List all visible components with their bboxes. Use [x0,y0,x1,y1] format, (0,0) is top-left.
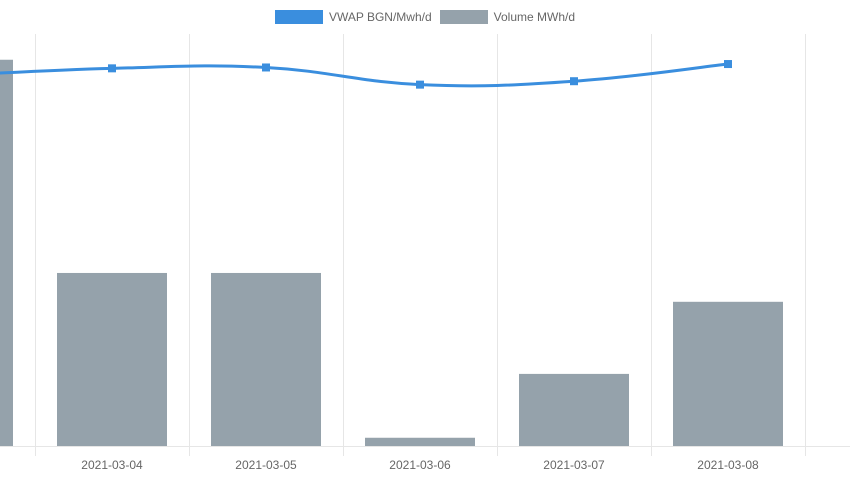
point-vwap-2021-03-08 [724,60,732,69]
bar-2021-03-08 [673,301,783,446]
point-vwap-2021-03-06 [416,80,424,89]
x-tick-label: 2021-03-07 [543,458,605,472]
bar-2021-03-03 [0,59,13,446]
legend-swatch-vwap [274,10,323,24]
bar-2021-03-05 [211,272,321,446]
x-tick-label: 2021-03-05 [235,458,297,472]
legend-swatch-volume [439,10,488,24]
bar-2021-03-07 [519,373,629,446]
legend-item-volume[interactable]: Volume MWh/d [439,10,576,24]
x-tick-label: 2021-03-04 [81,458,143,472]
legend-label-vwap: VWAP BGN/Mwh/d [328,10,432,24]
bar-2021-03-06 [365,437,475,446]
point-vwap-2021-03-04 [108,64,116,73]
point-vwap-2021-03-05 [262,63,270,72]
legend-item-vwap[interactable]: VWAP BGN/Mwh/d [274,10,432,24]
x-tick-label: 2021-03-08 [697,458,759,472]
bar-2021-03-04 [57,272,167,446]
x-tick-label: 2021-03-06 [389,458,451,472]
series-line-vwap [0,62,729,88]
legend: VWAP BGN/Mwh/d Volume MWh/d [0,7,850,27]
point-vwap-2021-03-07 [570,77,578,86]
legend-label-volume: Volume MWh/d [493,10,576,24]
